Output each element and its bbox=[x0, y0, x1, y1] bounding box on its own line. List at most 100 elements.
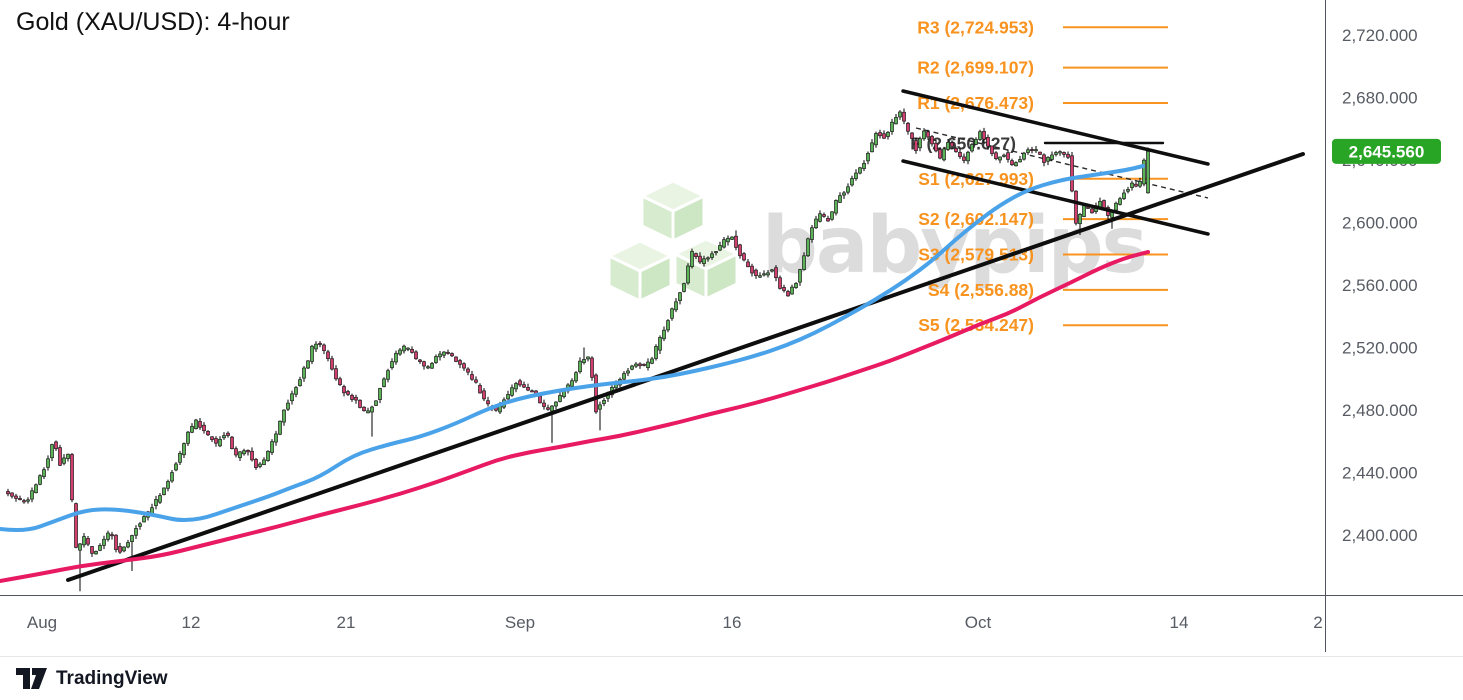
trendline-rising-support[interactable] bbox=[66, 152, 1305, 582]
tradingview-logo-icon[interactable] bbox=[16, 668, 48, 689]
candle bbox=[686, 265, 690, 284]
babypips-cubes-icon bbox=[607, 239, 673, 303]
candle bbox=[242, 450, 246, 455]
trendline-falling-channel-upper[interactable] bbox=[901, 89, 1210, 166]
candle bbox=[178, 452, 182, 463]
candle bbox=[830, 211, 834, 220]
current-price-label[interactable]: 2,645.560 bbox=[1332, 138, 1441, 164]
candle bbox=[1022, 152, 1026, 160]
candle bbox=[170, 472, 174, 482]
candle bbox=[866, 153, 870, 162]
candle bbox=[714, 251, 718, 254]
candle bbox=[782, 287, 786, 291]
ma-fast-line[interactable] bbox=[0, 164, 1145, 533]
candle bbox=[70, 454, 74, 501]
candle bbox=[106, 532, 110, 540]
candle bbox=[1114, 202, 1118, 211]
candle bbox=[206, 430, 210, 436]
candle bbox=[822, 214, 826, 217]
candle bbox=[970, 144, 974, 152]
candle bbox=[990, 145, 994, 154]
price-axis[interactable]: 2,720.0002,680.0002,640.0002,600.0002,56… bbox=[0, 0, 1463, 652]
candle bbox=[18, 498, 22, 501]
candle bbox=[174, 463, 178, 471]
candle bbox=[186, 431, 190, 444]
trendline-falling-channel-lower[interactable] bbox=[901, 159, 1210, 236]
candle bbox=[730, 236, 734, 240]
time-axis-tick-label: 14 bbox=[1170, 613, 1189, 632]
candle bbox=[1142, 159, 1146, 185]
candle bbox=[126, 542, 130, 548]
time-axis[interactable]: Aug 12 21 Sep 16 Oct 14 2 bbox=[27, 613, 1323, 632]
ma-slow-line[interactable] bbox=[0, 250, 1150, 583]
time-axis-tick-label: 12 bbox=[182, 613, 201, 632]
svg-text:2,645.560: 2,645.560 bbox=[1349, 142, 1425, 161]
candle bbox=[722, 239, 726, 248]
candle bbox=[958, 151, 962, 157]
candle bbox=[82, 536, 86, 546]
candle bbox=[302, 367, 306, 379]
candle bbox=[410, 349, 414, 353]
candle bbox=[350, 394, 354, 400]
candle bbox=[742, 253, 746, 261]
candle bbox=[342, 386, 346, 394]
candle bbox=[662, 329, 666, 340]
candle bbox=[90, 546, 94, 554]
candle bbox=[194, 419, 198, 430]
candle bbox=[826, 218, 830, 222]
candle bbox=[966, 151, 970, 162]
candle bbox=[450, 353, 454, 357]
candle bbox=[330, 358, 334, 370]
candle bbox=[486, 400, 490, 405]
candle bbox=[870, 142, 874, 153]
candle bbox=[746, 261, 750, 268]
candle bbox=[786, 291, 790, 297]
candle bbox=[538, 395, 542, 404]
pivot-label-S2: S2 (2,602.147) bbox=[918, 209, 1034, 229]
candle bbox=[1122, 192, 1126, 199]
candle bbox=[390, 361, 394, 369]
candle bbox=[354, 396, 358, 401]
time-axis-tick-label: Sep bbox=[505, 613, 535, 632]
candle bbox=[86, 538, 90, 545]
candle bbox=[1086, 206, 1090, 209]
candle bbox=[646, 361, 650, 369]
candle bbox=[918, 138, 922, 149]
candle bbox=[422, 361, 426, 367]
candle bbox=[638, 363, 642, 367]
tradingview-attribution[interactable]: TradingView bbox=[56, 667, 168, 689]
candle bbox=[954, 147, 958, 153]
candle bbox=[586, 356, 590, 360]
candle bbox=[1118, 198, 1122, 205]
attribution-bar: TradingView bbox=[0, 656, 1463, 700]
candle bbox=[982, 131, 986, 140]
candle bbox=[1134, 183, 1138, 187]
candle bbox=[886, 131, 890, 137]
candle bbox=[522, 384, 526, 388]
candle bbox=[1042, 154, 1046, 163]
candle bbox=[1074, 190, 1078, 224]
candle bbox=[654, 346, 658, 359]
time-axis-tick-label: 21 bbox=[337, 613, 356, 632]
candle bbox=[718, 245, 722, 251]
candle bbox=[22, 500, 26, 503]
candle bbox=[942, 148, 946, 161]
candle bbox=[382, 378, 386, 387]
candle bbox=[766, 272, 770, 276]
candle bbox=[1138, 181, 1142, 187]
candle bbox=[442, 351, 446, 356]
candle bbox=[466, 368, 470, 373]
candle bbox=[674, 301, 678, 311]
candle bbox=[454, 356, 458, 362]
candle bbox=[266, 450, 270, 461]
candle bbox=[694, 253, 698, 257]
candle bbox=[706, 257, 710, 260]
candle bbox=[650, 358, 654, 364]
price-axis-tick-label: 2,480.000 bbox=[1342, 401, 1418, 420]
candle bbox=[854, 172, 858, 179]
pivot-label-R1: R1 (2,676.473) bbox=[917, 93, 1034, 113]
candle bbox=[734, 235, 738, 248]
price-axis-tick-label: 2,680.000 bbox=[1342, 89, 1418, 108]
